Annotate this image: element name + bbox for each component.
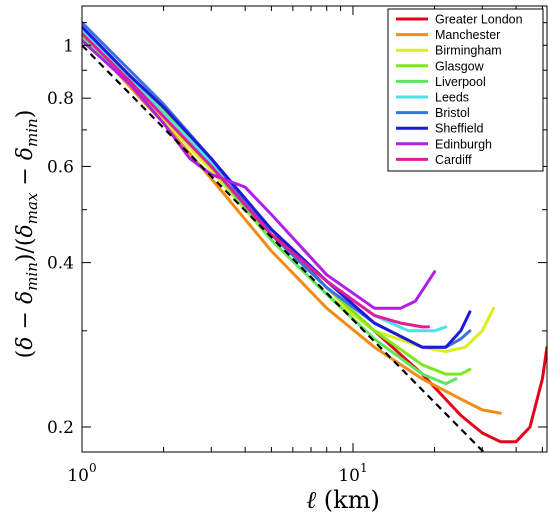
legend-label-sheffield: Sheffield xyxy=(435,122,483,136)
plot-area xyxy=(82,21,547,452)
y-tick-label: 1 xyxy=(63,36,74,56)
legend-label-liverpool: Liverpool xyxy=(435,75,486,89)
series-line-cardiff xyxy=(82,32,430,329)
plot-frame xyxy=(81,5,548,453)
y-tick-label: 0.2 xyxy=(47,418,74,438)
x-axis-label-symbol: ℓ xyxy=(306,486,316,514)
legend-label-cardiff: Cardiff xyxy=(435,153,472,167)
legend-label-greater-london: Greater London xyxy=(435,13,523,27)
x-axis-label: ℓ (km) xyxy=(306,486,380,514)
x-axis-label-unit: (km) xyxy=(316,486,380,514)
series-line-bristol xyxy=(82,21,472,349)
legend-label-edinburgh: Edinburgh xyxy=(435,137,492,151)
x-tick-label: 100 xyxy=(67,461,96,486)
legend-label-bristol: Bristol xyxy=(435,106,470,120)
y-axis-label: (δ − δmin)/(δmax − δmin) xyxy=(13,110,41,359)
axes: 100 101 0.2 0.4 0.6 0.8 1 xyxy=(47,5,548,486)
series-line-edinburgh xyxy=(82,39,437,310)
series-line-birmingham xyxy=(82,34,495,353)
legend-label-manchester: Manchester xyxy=(435,28,500,42)
reference-line xyxy=(82,44,486,452)
y-tick-label: 0.4 xyxy=(47,254,74,274)
legend-label-birmingham: Birmingham xyxy=(435,44,502,58)
legend-label-leeds: Leeds xyxy=(435,91,469,105)
y-tick-label: 0.6 xyxy=(47,157,74,177)
legend-label-glasgow: Glasgow xyxy=(435,59,485,73)
y-tick-label: 0.8 xyxy=(47,89,74,109)
x-tick-label: 101 xyxy=(338,461,367,486)
